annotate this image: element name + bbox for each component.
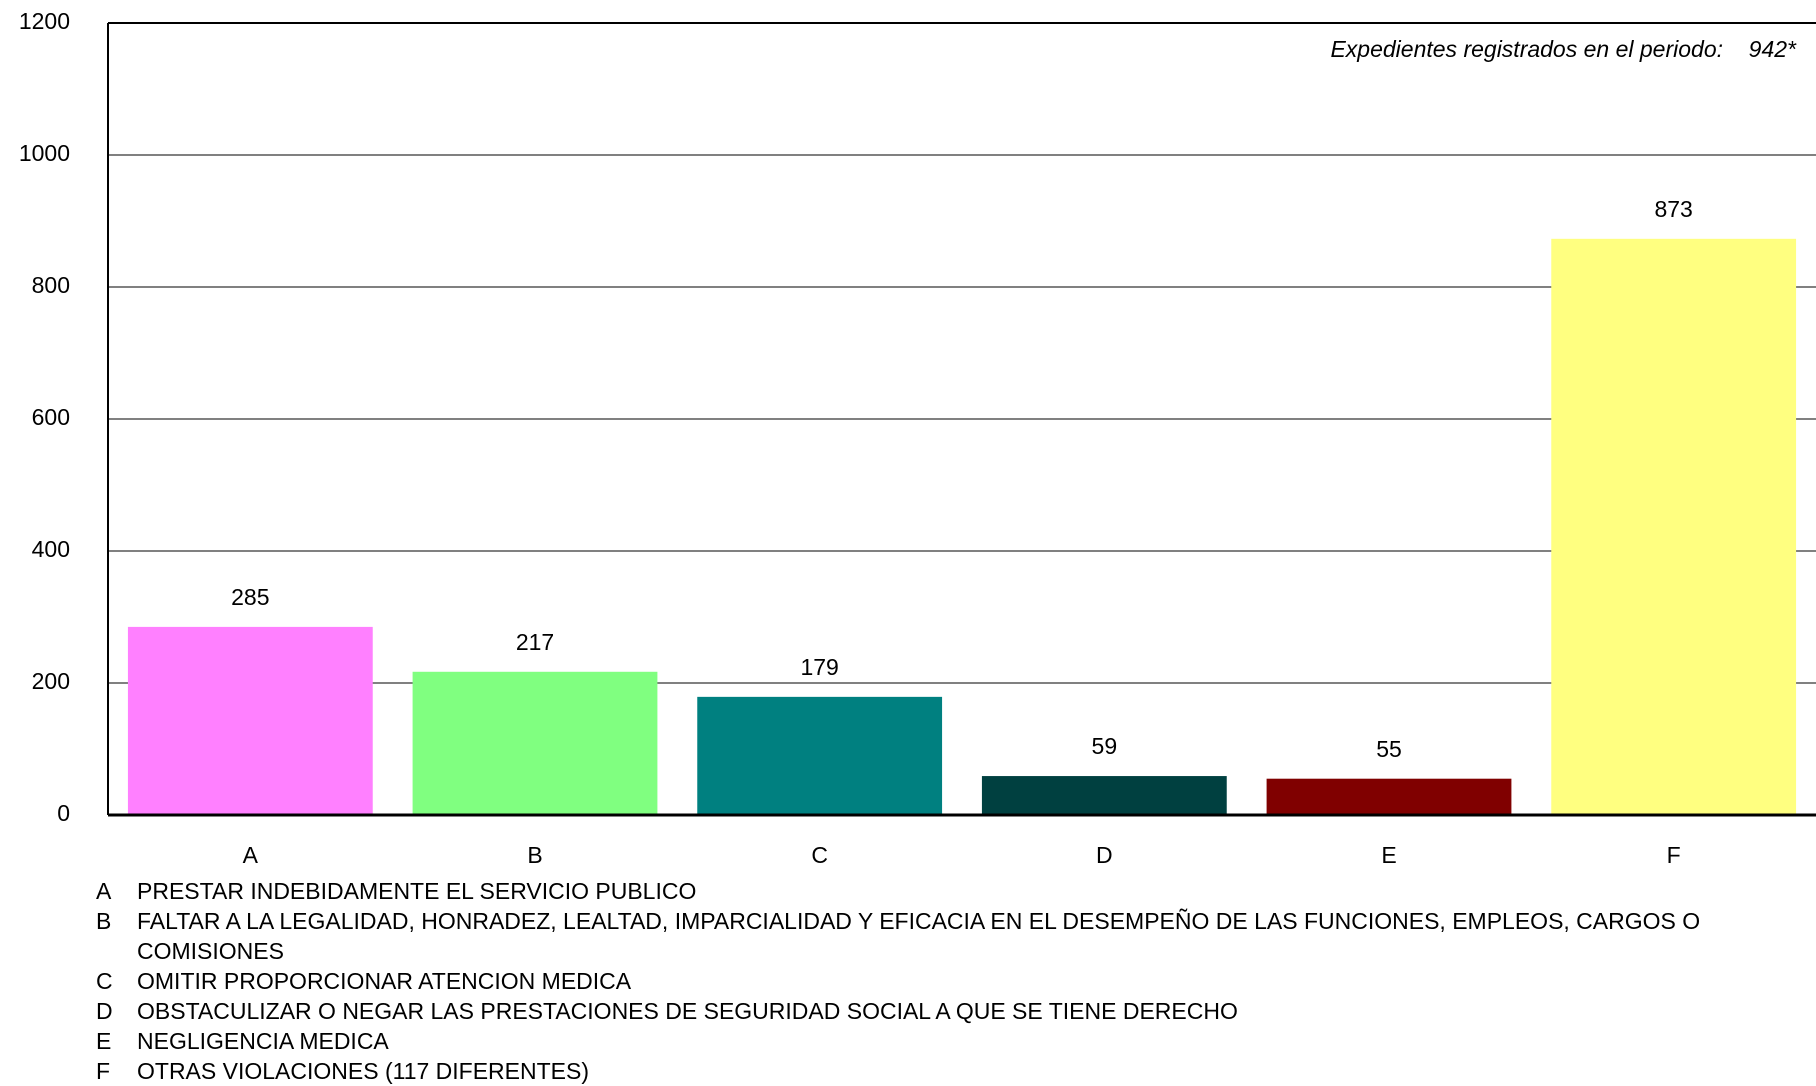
bar	[697, 696, 943, 815]
legend-item: C OMITIR PROPORCIONAR ATENCION MEDICA	[96, 966, 1806, 996]
legend: A PRESTAR INDEBIDAMENTE EL SERVICIO PUBLI…	[96, 876, 1806, 1086]
bar	[412, 671, 658, 815]
legend-item: A PRESTAR INDEBIDAMENTE EL SERVICIO PUBLI…	[96, 876, 1806, 906]
bar	[1551, 238, 1797, 815]
data-label: 285	[231, 584, 269, 610]
legend-letter: C	[96, 968, 113, 994]
x-tick-label: B	[527, 842, 542, 868]
legend-letter: B	[96, 908, 112, 934]
legend-item: D OBSTACULIZAR O NEGAR LAS PRESTACIONES D…	[96, 996, 1806, 1026]
y-tick-label: 200	[32, 668, 70, 694]
legend-item: B FALTAR A LA LEGALIDAD, HONRADEZ, LEALTA…	[96, 906, 1806, 966]
x-tick-label: E	[1381, 842, 1396, 868]
legend-letter: F	[96, 1058, 111, 1084]
legend-text: OTRAS VIOLACIONES (117 DIFERENTES)	[137, 1058, 590, 1084]
data-label: 217	[516, 629, 554, 655]
annotation: Expedientes registrados en el periodo:	[1330, 36, 1723, 62]
legend-text: NEGLIGENCIA MEDICA	[137, 1028, 389, 1054]
y-tick-label: 0	[57, 800, 70, 826]
legend-text: OMITIR PROPORCIONAR ATENCION MEDICA	[137, 968, 632, 994]
legend-item: F OTRAS VIOLACIONES (117 DIFERENTES)	[96, 1056, 1806, 1086]
legend-text: OBSTACULIZAR O NEGAR LAS PRESTACIONES DE…	[137, 998, 1238, 1024]
x-tick-label: D	[1096, 842, 1113, 868]
data-label: 873	[1654, 196, 1692, 222]
data-label: 55	[1376, 736, 1402, 762]
y-tick-label: 400	[32, 536, 70, 562]
y-tick-label: 800	[32, 272, 70, 298]
x-tick-label: F	[1667, 842, 1681, 868]
chart: Expedientes registrados en el periodo: 9…	[19, 8, 1816, 868]
data-label: 59	[1092, 733, 1118, 759]
y-tick-label: 1200	[19, 8, 70, 34]
legend-letter: D	[96, 998, 113, 1024]
data-label: 179	[800, 654, 838, 680]
bar	[981, 776, 1227, 815]
legend-letter: A	[96, 878, 112, 904]
bar	[127, 626, 373, 815]
y-tick-label: 600	[32, 404, 70, 430]
y-tick-label: 1000	[19, 140, 70, 166]
legend-letter: E	[96, 1028, 112, 1054]
legend-item: E NEGLIGENCIA MEDICA	[96, 1026, 1806, 1056]
x-tick-label: A	[243, 842, 259, 868]
x-tick-label: C	[811, 842, 828, 868]
legend-text: PRESTAR INDEBIDAMENTE EL SERVICIO PUBLIC…	[137, 878, 697, 904]
bar	[1266, 778, 1512, 815]
annotation-value: 942*	[1749, 36, 1797, 62]
legend-text: FALTAR A LA LEGALIDAD, HONRADEZ, LEALTAD…	[137, 908, 1701, 964]
